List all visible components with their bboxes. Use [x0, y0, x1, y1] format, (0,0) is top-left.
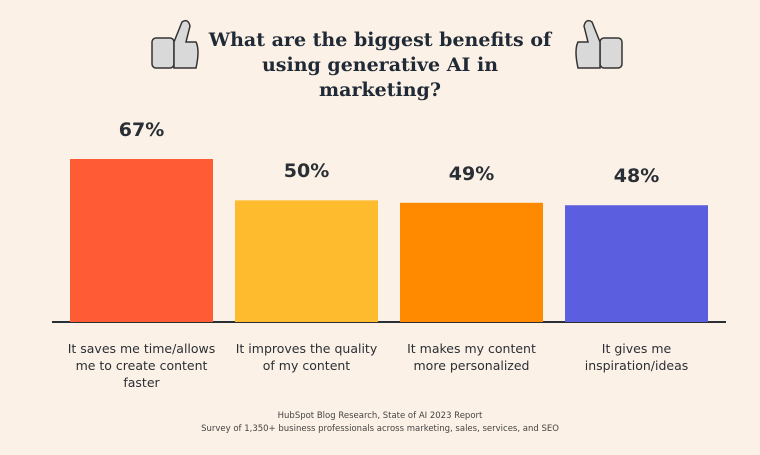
bar	[400, 202, 543, 322]
x-tick-label: It saves me time/allows me to create con…	[67, 341, 216, 390]
x-tick-label: It improves the quality of my content	[235, 341, 378, 373]
data-label: 50%	[283, 160, 330, 183]
thumb-icon-right	[575, 19, 623, 69]
thumb-icon-left	[151, 19, 199, 69]
data-label: 67%	[118, 119, 165, 141]
data-label: 49%	[448, 162, 495, 185]
source-line: Survey of 1,350+ business professionals …	[201, 424, 559, 434]
data-label: 48%	[613, 165, 660, 188]
bar	[565, 205, 708, 322]
bar	[70, 159, 213, 322]
chart-title: What are the biggest benefits of using g…	[208, 29, 552, 101]
x-tick-label: It gives me inspiration/ideas	[584, 341, 689, 373]
bar	[235, 200, 378, 322]
source-line: HubSpot Blog Research, State of AI 2023 …	[277, 411, 483, 421]
x-tick-label: It makes my content more personalized	[407, 341, 536, 373]
